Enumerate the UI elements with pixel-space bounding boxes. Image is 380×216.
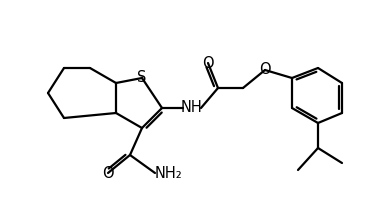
Text: NH: NH [181,100,203,116]
Text: O: O [202,56,214,70]
Text: O: O [259,62,271,78]
Text: S: S [137,70,147,86]
Text: O: O [102,165,114,181]
Text: NH₂: NH₂ [155,165,183,181]
